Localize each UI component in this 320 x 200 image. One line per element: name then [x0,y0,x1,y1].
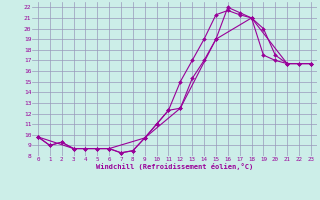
X-axis label: Windchill (Refroidissement éolien,°C): Windchill (Refroidissement éolien,°C) [96,163,253,170]
